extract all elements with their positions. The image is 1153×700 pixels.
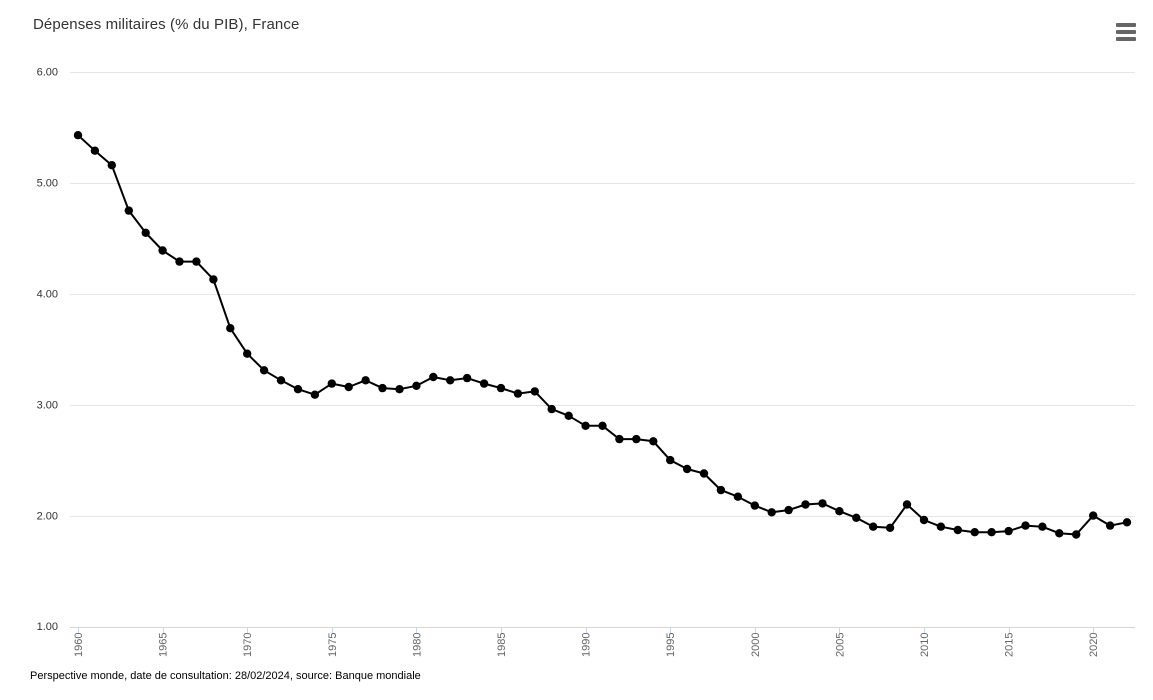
data-point-2020[interactable] xyxy=(1089,511,1098,520)
x-axis-label: 1970 xyxy=(242,633,254,657)
data-point-1973[interactable] xyxy=(293,385,303,394)
data-point-2016[interactable] xyxy=(1021,521,1030,530)
data-point-1968[interactable] xyxy=(209,275,218,284)
data-point-1990[interactable] xyxy=(581,421,590,430)
y-axis-label: 1.00 xyxy=(37,621,58,633)
data-point-1987[interactable] xyxy=(530,387,539,396)
data-point-1992[interactable] xyxy=(615,434,624,444)
x-axis-label: 1975 xyxy=(327,633,339,657)
data-point-2001[interactable] xyxy=(767,508,776,517)
y-axis-label: 3.00 xyxy=(37,399,58,411)
data-point-1965[interactable] xyxy=(158,246,167,255)
data-point-2018[interactable] xyxy=(1055,529,1064,538)
data-point-1993[interactable] xyxy=(632,434,641,444)
x-axis-label: 1995 xyxy=(665,633,677,657)
data-point-1983[interactable] xyxy=(462,373,472,383)
y-axis-label: 2.00 xyxy=(37,510,58,522)
x-axis-label: 1985 xyxy=(496,633,508,657)
data-point-1997[interactable] xyxy=(699,469,709,478)
data-point-1996[interactable] xyxy=(682,464,692,474)
data-point-1972[interactable] xyxy=(276,376,286,385)
data-point-1961[interactable] xyxy=(90,146,100,155)
data-point-2005[interactable] xyxy=(835,507,844,516)
data-point-1969[interactable] xyxy=(226,324,235,333)
x-axis-label: 2015 xyxy=(1004,633,1016,657)
data-point-2011[interactable] xyxy=(936,522,946,531)
data-point-1967[interactable] xyxy=(192,257,201,266)
data-point-1981[interactable] xyxy=(429,372,438,382)
data-point-1988[interactable] xyxy=(547,404,556,414)
data-point-1962[interactable] xyxy=(107,161,117,170)
data-point-2007[interactable] xyxy=(869,522,878,531)
data-point-2002[interactable] xyxy=(784,505,793,515)
data-point-1989[interactable] xyxy=(564,411,573,420)
data-point-1966[interactable] xyxy=(175,257,184,266)
series-line xyxy=(77,134,1128,536)
data-point-1985[interactable] xyxy=(496,383,506,393)
data-point-2014[interactable] xyxy=(987,528,996,537)
source-caption: Perspective monde, date de consultation:… xyxy=(30,670,421,682)
data-point-1971[interactable] xyxy=(259,366,269,375)
data-point-1994[interactable] xyxy=(649,437,658,446)
data-point-1976[interactable] xyxy=(344,382,353,392)
data-point-1991[interactable] xyxy=(598,421,607,430)
y-axis-label: 6.00 xyxy=(37,67,58,79)
data-point-2015[interactable] xyxy=(1004,526,1013,536)
hamburger-menu-icon xyxy=(1116,23,1136,41)
data-point-2010[interactable] xyxy=(919,515,929,525)
chart-title: Dépenses militaires (% du PIB), France xyxy=(33,16,300,33)
data-point-1974[interactable] xyxy=(310,390,320,399)
x-axis-label: 1980 xyxy=(411,633,423,657)
data-point-1986[interactable] xyxy=(513,389,523,398)
data-point-2013[interactable] xyxy=(970,528,979,537)
data-point-1998[interactable] xyxy=(716,485,726,495)
data-point-2000[interactable] xyxy=(750,501,759,510)
data-point-2019[interactable] xyxy=(1072,530,1081,539)
x-axis-label: 1960 xyxy=(73,633,85,657)
data-point-1995[interactable] xyxy=(666,455,675,465)
y-axis-label: 5.00 xyxy=(37,178,58,190)
export-menu-button[interactable] xyxy=(1114,21,1138,43)
data-point-2003[interactable] xyxy=(801,500,810,509)
data-point-1978[interactable] xyxy=(378,383,387,393)
data-point-2006[interactable] xyxy=(852,513,861,522)
data-point-2012[interactable] xyxy=(953,525,962,535)
data-point-1977[interactable] xyxy=(361,376,370,385)
data-point-2017[interactable] xyxy=(1038,522,1047,531)
x-axis-label: 2005 xyxy=(834,633,846,657)
data-point-2008[interactable] xyxy=(885,523,895,532)
data-point-1960[interactable] xyxy=(73,131,83,140)
data-point-1975[interactable] xyxy=(327,379,336,388)
data-point-1970[interactable] xyxy=(243,349,252,358)
x-axis-label: 2020 xyxy=(1088,633,1100,657)
data-point-2021[interactable] xyxy=(1105,521,1115,530)
data-point-2009[interactable] xyxy=(902,500,912,509)
x-axis-label: 2010 xyxy=(919,633,931,657)
data-point-1984[interactable] xyxy=(479,379,489,388)
y-axis-label: 4.00 xyxy=(37,289,58,301)
data-point-1963[interactable] xyxy=(124,206,133,215)
data-point-2004[interactable] xyxy=(818,499,827,508)
data-point-1980[interactable] xyxy=(412,381,421,390)
data-point-1979[interactable] xyxy=(395,385,404,394)
data-point-1999[interactable] xyxy=(733,492,743,501)
data-point-2022[interactable] xyxy=(1122,518,1132,527)
x-axis-label: 2000 xyxy=(750,633,762,657)
data-point-1982[interactable] xyxy=(446,376,455,385)
data-point-1964[interactable] xyxy=(141,228,150,237)
x-axis-label: 1965 xyxy=(158,633,170,657)
x-axis-label: 1990 xyxy=(581,633,593,657)
